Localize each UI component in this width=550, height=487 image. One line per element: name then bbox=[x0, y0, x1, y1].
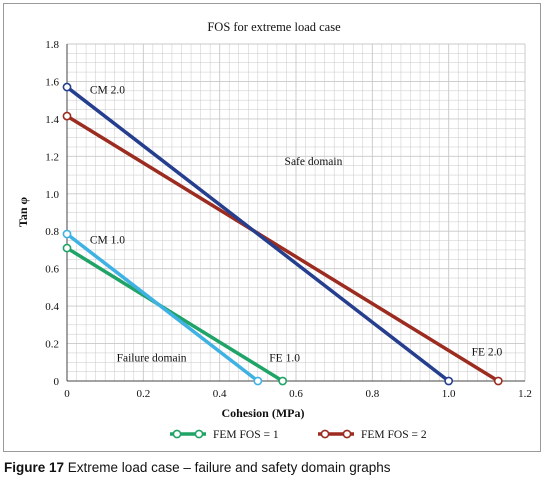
y-tick-label: 1.6 bbox=[45, 76, 59, 88]
data-point bbox=[253, 376, 263, 386]
annotation-label: FE 1.0 bbox=[269, 352, 300, 364]
data-point bbox=[444, 376, 454, 386]
data-point bbox=[62, 229, 72, 239]
y-tick-label: 1.4 bbox=[45, 114, 59, 126]
legend: FEM FOS = 1 FEM FOS = 2 bbox=[170, 429, 427, 441]
annotation-label: CM 1.0 bbox=[90, 234, 125, 246]
annotations: CM 2.0 CM 1.0 Safe domain Failure domain FE … bbox=[90, 85, 503, 365]
data-point bbox=[493, 376, 503, 386]
tick-labels: 0 0.2 0.4 0.6 0.8 1.0 1.2 0 0.2 0.4 0.6 0.8 1.0 1.2 1.… bbox=[45, 39, 532, 400]
annotation-label: CM 2.0 bbox=[90, 85, 125, 97]
y-tick-label: 1.0 bbox=[45, 189, 59, 201]
legend-label: FEM FOS = 2 bbox=[361, 429, 427, 441]
series-line-1 bbox=[66, 246, 284, 383]
legend-item: FEM FOS = 1 bbox=[170, 429, 279, 441]
series-lines bbox=[62, 82, 503, 386]
y-tick-label: 0.6 bbox=[45, 264, 59, 276]
x-tick-label: 0.6 bbox=[289, 388, 303, 400]
figure-caption-text: Extreme load case – failure and safety d… bbox=[67, 460, 391, 475]
annotation-label: Safe domain bbox=[285, 156, 343, 168]
x-tick-label: 0 bbox=[64, 388, 70, 400]
y-tick-label: 1.8 bbox=[45, 39, 59, 51]
figure-frame: 0 0.2 0.4 0.6 0.8 1.0 1.2 0 0.2 0.4 0.6 0.8 1.0 1.2 1.… bbox=[3, 3, 541, 452]
y-tick-label: 1.2 bbox=[45, 151, 59, 163]
x-tick-label: 0.2 bbox=[136, 388, 150, 400]
annotation-label: Failure domain bbox=[117, 352, 187, 364]
y-tick-label: 0.2 bbox=[45, 339, 59, 351]
chart-title: FOS for extreme load case bbox=[207, 20, 341, 34]
legend-marker bbox=[194, 429, 204, 439]
x-tick-label: 1.0 bbox=[442, 388, 456, 400]
annotation-label: FE 2.0 bbox=[472, 347, 503, 359]
figure-number: Figure 17 bbox=[4, 460, 65, 475]
y-tick-label: 0 bbox=[54, 376, 60, 388]
grid-lines bbox=[66, 43, 526, 382]
data-point bbox=[62, 82, 72, 92]
series-line-4 bbox=[65, 85, 450, 383]
series-markers bbox=[62, 82, 503, 386]
legend-label: FEM FOS = 1 bbox=[213, 429, 279, 441]
x-axis-label: Cohesion (MPa) bbox=[222, 406, 305, 420]
data-point bbox=[62, 243, 72, 253]
legend-marker bbox=[342, 429, 352, 439]
series-line-3 bbox=[65, 232, 259, 383]
y-axis-label: Tan φ bbox=[16, 196, 30, 227]
x-tick-label: 0.8 bbox=[365, 388, 379, 400]
legend-marker bbox=[172, 429, 182, 439]
y-tick-label: 0.8 bbox=[45, 226, 59, 238]
data-point bbox=[278, 376, 288, 386]
legend-marker bbox=[320, 429, 330, 439]
x-tick-label: 0.4 bbox=[213, 388, 227, 400]
data-point bbox=[62, 111, 72, 121]
figure-caption: Figure 17 Extreme load case – failure an… bbox=[4, 460, 390, 475]
series-line-2 bbox=[66, 114, 500, 383]
x-tick-label: 1.2 bbox=[518, 388, 532, 400]
fos-chart: 0 0.2 0.4 0.6 0.8 1.0 1.2 0 0.2 0.4 0.6 0.8 1.0 1.2 1.… bbox=[16, 20, 532, 441]
legend-item: FEM FOS = 2 bbox=[318, 429, 427, 441]
y-tick-label: 0.4 bbox=[45, 301, 59, 313]
